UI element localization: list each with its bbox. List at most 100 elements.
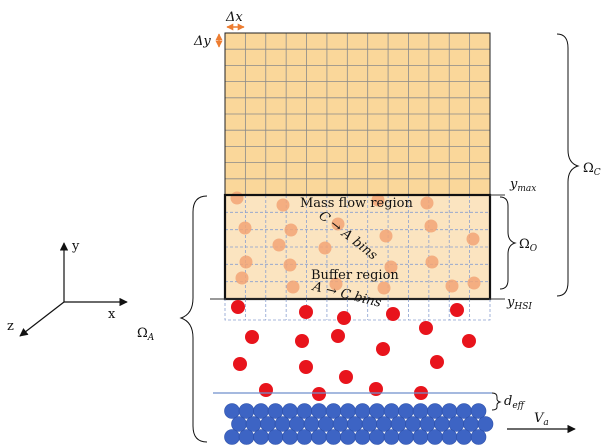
axis-z-line — [19, 301, 65, 337]
overlap-particle — [371, 193, 385, 207]
atomistic-particle — [419, 321, 433, 335]
wall-particle — [354, 403, 371, 419]
deff-label-sub: eff — [512, 401, 525, 411]
overlap-particle — [238, 221, 252, 235]
deff-brace — [491, 392, 502, 411]
overlap-particle — [424, 219, 438, 233]
wall-particle — [282, 429, 298, 445]
wall-particle — [231, 416, 247, 432]
wall-particle — [289, 416, 305, 432]
ymax-label-sub: max — [517, 184, 536, 194]
wall-particle — [332, 416, 349, 432]
wall-particle — [441, 429, 458, 445]
coordinate-axes: y x z — [7, 239, 128, 337]
overlap-dashed-grid — [225, 195, 490, 299]
wall-particle — [311, 429, 327, 445]
wall-particle — [470, 429, 487, 445]
overlap-particle — [283, 258, 297, 272]
overlap-particle — [230, 191, 244, 205]
wall-particle — [325, 403, 342, 419]
wall-particle — [340, 403, 356, 419]
wall-particle — [274, 416, 291, 432]
wall-particle — [340, 429, 356, 445]
omega-o-main: Ω — [519, 237, 530, 252]
ymax-label: ymax — [509, 177, 536, 194]
wall-particle — [463, 416, 479, 432]
overlap-particle — [235, 271, 249, 285]
overlap-region — [223, 191, 492, 301]
overlap-particle — [384, 260, 398, 274]
omega-o-brace — [499, 196, 517, 290]
overlap-particle — [379, 229, 393, 243]
overlap-particle — [239, 255, 253, 269]
wall-particle — [303, 416, 320, 432]
wall-particle — [325, 429, 342, 445]
atomistic-particle — [233, 357, 247, 371]
wall-particles — [224, 403, 494, 445]
wall-particle — [412, 429, 429, 445]
wall-particle — [398, 429, 414, 445]
yhsi-label: yHSI — [506, 295, 532, 312]
atomistic-particle — [462, 334, 476, 348]
va-label-sub: a — [543, 418, 548, 428]
omega-c-main: Ω — [583, 161, 594, 176]
omega-o-label: ΩO — [519, 237, 538, 254]
wall-particle — [311, 403, 327, 419]
wall-particle — [282, 403, 298, 419]
overlap-particle — [420, 196, 434, 210]
overlap-particle — [318, 241, 332, 255]
atomistic-particle — [299, 360, 313, 374]
wall-particle — [470, 403, 487, 419]
omega-a-main: Ω — [137, 326, 148, 341]
wall-particle — [390, 416, 407, 432]
overlap-particle — [377, 281, 391, 295]
omega-a-label: ΩA — [137, 326, 155, 343]
deff-label: deff — [504, 394, 526, 411]
atomistic-particle — [376, 342, 390, 356]
wall-particle — [383, 429, 400, 445]
va-label: Va — [534, 411, 549, 428]
wall-particle — [260, 416, 276, 432]
atomistic-particle — [295, 334, 309, 348]
atomistic-particles — [231, 300, 476, 401]
wall-particle — [318, 416, 334, 432]
delta-x-label: Δx — [225, 10, 243, 25]
delta-x-indicator: Δx — [225, 10, 245, 31]
wall-particle — [427, 403, 443, 419]
buffer-region-label: Buffer region — [311, 268, 399, 283]
wall-particle — [245, 416, 262, 432]
overlap-particle — [276, 198, 290, 212]
atomistic-particle — [231, 300, 245, 314]
wall-particle — [441, 403, 458, 419]
wall-particle — [448, 416, 465, 432]
wall-particle — [224, 403, 240, 419]
wall-particle — [296, 403, 313, 419]
va-label-main: V — [534, 411, 545, 426]
wall-particle — [434, 416, 450, 432]
wall-particle — [376, 416, 392, 432]
atomistic-particle — [299, 305, 313, 319]
overlap-particle — [272, 238, 286, 252]
wall-particle — [412, 403, 429, 419]
deff-label-main: d — [504, 394, 512, 409]
wall-particle — [238, 403, 255, 419]
wall-particle — [369, 429, 385, 445]
axis-z-label: z — [7, 319, 14, 334]
wall-particle — [361, 416, 378, 432]
overlap-particle — [425, 255, 439, 269]
omega-c-sub: C — [594, 168, 601, 178]
atomistic-particle — [369, 382, 383, 396]
omega-o-sub: O — [530, 244, 538, 254]
ymax-label-main: y — [509, 177, 518, 192]
atomistic-particle — [339, 370, 353, 384]
axis-x-label: x — [108, 307, 116, 322]
overlap-particle — [466, 232, 480, 246]
wall-particle — [398, 403, 414, 419]
atomistic-particle — [337, 311, 351, 325]
wall-particle — [347, 416, 363, 432]
wall-particle — [383, 403, 400, 419]
delta-y-indicator: Δy — [193, 33, 223, 49]
atomistic-particle — [386, 307, 400, 321]
wall-particle — [456, 429, 472, 445]
omega-a-sub: A — [147, 333, 155, 343]
